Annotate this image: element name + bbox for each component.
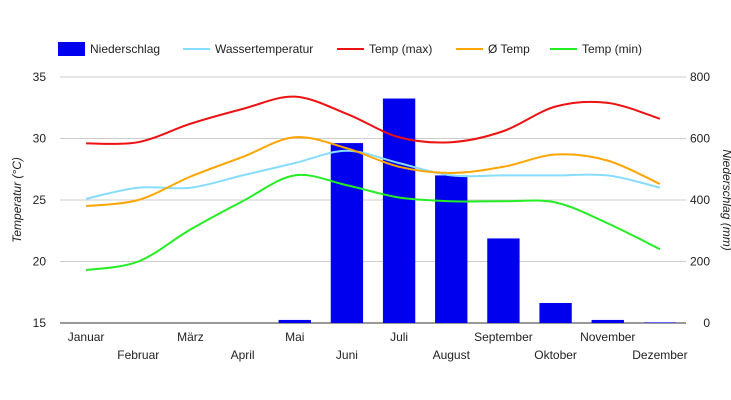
legend-label: Wassertemperatur bbox=[215, 42, 313, 56]
precipitation-bar bbox=[643, 322, 677, 323]
legend-label: Niederschlag bbox=[90, 42, 160, 56]
legend: Niederschlag Wassertemperatur Temp (max) Ø … bbox=[58, 42, 642, 56]
x-tick-label: Oktober bbox=[534, 348, 577, 362]
series-line bbox=[85, 149, 661, 200]
x-tick-label: Juni bbox=[336, 348, 358, 362]
right-tick-label: 400 bbox=[690, 193, 710, 207]
x-tick-label: August bbox=[433, 348, 471, 362]
series-line bbox=[86, 95, 661, 145]
x-tick-label: Februar bbox=[117, 348, 159, 362]
left-axis-ticks: 15 20 25 30 35 bbox=[33, 70, 47, 330]
right-tick-label: 200 bbox=[690, 255, 710, 269]
right-axis-ticks: 0 200 400 600 800 bbox=[690, 70, 710, 330]
temperature-lines bbox=[85, 95, 661, 272]
legend-label: Temp (max) bbox=[369, 42, 432, 56]
left-axis-title: Temperatur (°C) bbox=[10, 157, 24, 243]
x-tick-label: Januar bbox=[68, 330, 105, 344]
legend-swatch bbox=[58, 42, 85, 56]
legend-label: Ø Temp bbox=[488, 42, 530, 56]
series-line bbox=[85, 136, 661, 208]
gridlines bbox=[60, 76, 686, 324]
x-tick-label: April bbox=[231, 348, 255, 362]
left-tick-label: 35 bbox=[33, 70, 47, 84]
precipitation-bars bbox=[278, 98, 677, 324]
series-line bbox=[85, 173, 661, 272]
precipitation-bar bbox=[435, 175, 468, 323]
x-tick-label: März bbox=[177, 330, 204, 344]
left-tick-label: 30 bbox=[33, 132, 47, 146]
left-tick-label: 20 bbox=[33, 255, 47, 269]
precipitation-bar bbox=[278, 319, 311, 323]
right-tick-label: 600 bbox=[690, 132, 710, 146]
x-tick-label: Dezember bbox=[632, 348, 687, 362]
x-tick-label: November bbox=[580, 330, 635, 344]
right-tick-label: 800 bbox=[690, 70, 710, 84]
precipitation-bar bbox=[330, 143, 364, 323]
right-axis-title: Niederschlag (mm) bbox=[720, 149, 731, 250]
precipitation-bar bbox=[382, 98, 416, 324]
x-tick-label: Juli bbox=[390, 330, 408, 344]
legend-label: Temp (min) bbox=[582, 42, 642, 56]
x-tick-label: September bbox=[474, 330, 533, 344]
x-axis-ticks: Januar Februar März April Mai Juni Juli AugustS… bbox=[68, 330, 688, 362]
precipitation-bar bbox=[539, 303, 572, 323]
precipitation-bar bbox=[591, 319, 624, 323]
x-tick-label: Mai bbox=[285, 330, 304, 344]
precipitation-bar bbox=[487, 238, 520, 323]
right-tick-label: 0 bbox=[703, 316, 710, 330]
left-tick-label: 15 bbox=[33, 316, 47, 330]
left-tick-label: 25 bbox=[33, 193, 47, 207]
